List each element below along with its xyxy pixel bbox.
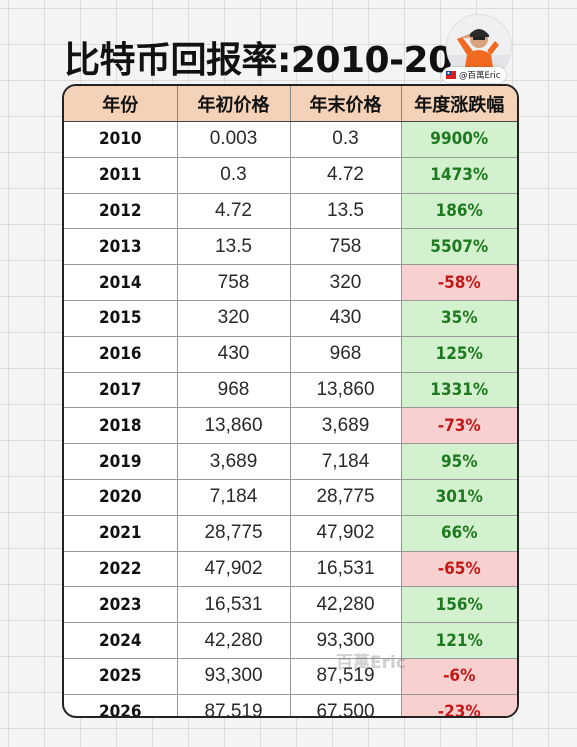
year-cell: 2022 xyxy=(64,551,178,588)
start-price-cell: 42,280 xyxy=(177,622,291,659)
table-header-row: 年份 年初价格 年末价格 年度涨跌幅 xyxy=(64,86,517,122)
table-row: 2012 4.72 13.5 186% xyxy=(64,193,517,230)
table-row: 2011 0.3 4.72 1473% xyxy=(64,157,517,194)
start-price-cell: 4.72 xyxy=(177,193,291,230)
year-cell: 2023 xyxy=(64,586,178,624)
end-price-cell: 320 xyxy=(290,264,402,301)
start-price-cell: 3,689 xyxy=(177,443,291,480)
table-row: 2026 87,519 67,500 -23% xyxy=(64,694,517,716)
returns-table-card: 年份 年初价格 年末价格 年度涨跌幅 2010 0.003 0.3 9900% 2011… xyxy=(62,84,519,718)
end-price-cell: 3,689 xyxy=(290,407,402,445)
table-row: 2018 13,860 3,689 -73% xyxy=(64,407,517,445)
end-price-cell: 28,775 xyxy=(290,479,402,516)
annual-change-cell: 66% xyxy=(401,515,517,552)
end-price-cell: 430 xyxy=(290,300,402,337)
end-price-cell: 758 xyxy=(290,228,402,266)
end-price-cell: 16,531 xyxy=(290,551,402,588)
table-row: 2013 13.5 758 5507% xyxy=(64,228,517,266)
start-price-cell: 0.003 xyxy=(177,121,291,158)
end-price-cell: 4.72 xyxy=(290,157,402,194)
page-title: 比特币回报率:2010-2026 xyxy=(64,40,502,81)
annual-change-cell: -73% xyxy=(401,407,517,445)
year-cell: 2020 xyxy=(64,479,178,516)
year-cell: 2016 xyxy=(64,336,178,373)
annual-change-cell: 186% xyxy=(401,193,517,230)
year-cell: 2026 xyxy=(64,694,178,716)
year-cell: 2019 xyxy=(64,443,178,480)
start-price-cell: 28,775 xyxy=(177,515,291,552)
end-price-cell: 67,500 xyxy=(290,694,402,716)
table-row: 2022 47,902 16,531 -65% xyxy=(64,551,517,588)
year-cell: 2021 xyxy=(64,515,178,552)
annual-change-cell: -65% xyxy=(401,551,517,588)
table-row: 2025 93,300 87,519 -6% xyxy=(64,658,517,695)
annual-change-cell: 5507% xyxy=(401,228,517,266)
end-price-cell: 13,860 xyxy=(290,372,402,409)
year-cell: 2017 xyxy=(64,372,178,409)
start-price-cell: 47,902 xyxy=(177,551,291,588)
author-handle-tag: @百萬Eric xyxy=(442,67,507,83)
annual-change-cell: 301% xyxy=(401,479,517,516)
end-price-cell: 93,300 xyxy=(290,622,402,659)
annual-change-cell: -23% xyxy=(401,694,517,716)
end-price-cell: 7,184 xyxy=(290,443,402,480)
year-cell: 2013 xyxy=(64,228,178,266)
table-row: 2019 3,689 7,184 95% xyxy=(64,443,517,480)
year-cell: 2015 xyxy=(64,300,178,337)
header-end-price: 年末价格 xyxy=(290,86,402,122)
header-start-price: 年初价格 xyxy=(177,86,291,122)
annual-change-cell: 9900% xyxy=(401,121,517,158)
table-row: 2010 0.003 0.3 9900% xyxy=(64,121,517,158)
end-price-cell: 87,519 xyxy=(290,658,402,695)
table-row: 2023 16,531 42,280 156% xyxy=(64,586,517,624)
annual-change-cell: 95% xyxy=(401,443,517,480)
start-price-cell: 93,300 xyxy=(177,658,291,695)
annual-change-cell: 1473% xyxy=(401,157,517,194)
end-price-cell: 47,902 xyxy=(290,515,402,552)
header-year: 年份 xyxy=(64,86,178,122)
end-price-cell: 13.5 xyxy=(290,193,402,230)
annual-change-cell: 125% xyxy=(401,336,517,373)
end-price-cell: 0.3 xyxy=(290,121,402,158)
year-cell: 2011 xyxy=(64,157,178,194)
taiwan-flag-icon xyxy=(446,71,456,79)
annual-change-cell: 121% xyxy=(401,622,517,659)
year-cell: 2012 xyxy=(64,193,178,230)
table-row: 2017 968 13,860 1331% xyxy=(64,372,517,409)
table-row: 2016 430 968 125% xyxy=(64,336,517,373)
start-price-cell: 758 xyxy=(177,264,291,301)
year-cell: 2024 xyxy=(64,622,178,659)
start-price-cell: 430 xyxy=(177,336,291,373)
year-cell: 2025 xyxy=(64,658,178,695)
start-price-cell: 0.3 xyxy=(177,157,291,194)
returns-table: 年份 年初价格 年末价格 年度涨跌幅 2010 0.003 0.3 9900% 2011… xyxy=(64,86,517,716)
table-row: 2024 42,280 93,300 121% xyxy=(64,622,517,659)
start-price-cell: 7,184 xyxy=(177,479,291,516)
table-row: 2014 758 320 -58% xyxy=(64,264,517,301)
start-price-cell: 87,519 xyxy=(177,694,291,716)
header-annual-change: 年度涨跌幅 xyxy=(401,86,517,122)
start-price-cell: 320 xyxy=(177,300,291,337)
annual-change-cell: 1331% xyxy=(401,372,517,409)
annual-change-cell: 156% xyxy=(401,586,517,624)
start-price-cell: 968 xyxy=(177,372,291,409)
table-row: 2021 28,775 47,902 66% xyxy=(64,515,517,552)
table-row: 2015 320 430 35% xyxy=(64,300,517,337)
year-cell: 2018 xyxy=(64,407,178,445)
year-cell: 2014 xyxy=(64,264,178,301)
annual-change-cell: 35% xyxy=(401,300,517,337)
end-price-cell: 968 xyxy=(290,336,402,373)
table-row: 2020 7,184 28,775 301% xyxy=(64,479,517,516)
start-price-cell: 13.5 xyxy=(177,228,291,266)
start-price-cell: 16,531 xyxy=(177,586,291,624)
year-cell: 2010 xyxy=(64,121,178,158)
author-handle: @百萬Eric xyxy=(459,71,501,81)
start-price-cell: 13,860 xyxy=(177,407,291,445)
end-price-cell: 42,280 xyxy=(290,586,402,624)
annual-change-cell: -6% xyxy=(401,658,517,695)
annual-change-cell: -58% xyxy=(401,264,517,301)
